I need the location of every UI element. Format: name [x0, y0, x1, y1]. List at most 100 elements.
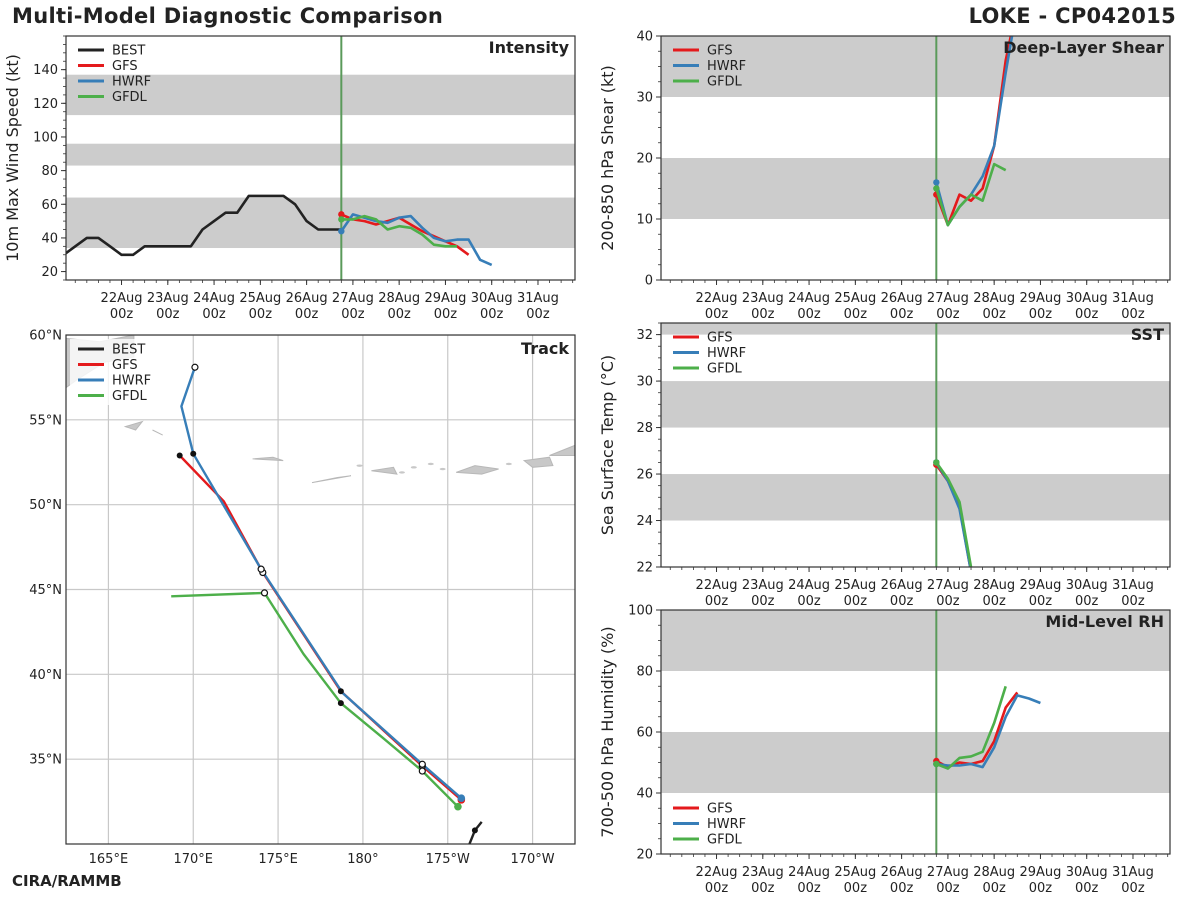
x-tick-label-hour: 00z: [202, 307, 226, 322]
page-title: Multi-Model Diagnostic Comparison: [12, 4, 444, 28]
lat-tick-label: 35°N: [29, 753, 62, 768]
land-area: [456, 465, 499, 475]
legend-label-gfs: GFS: [707, 331, 733, 346]
island: [398, 471, 405, 474]
track-marker-open: [260, 589, 269, 597]
x-tick-label-day: 31Aug: [517, 291, 559, 306]
x-tick-label-day: 30Aug: [1066, 865, 1108, 880]
x-tick-label-day: 24Aug: [788, 578, 830, 593]
island: [505, 462, 512, 466]
y-tick-label: 28: [636, 421, 653, 436]
lon-tick-label: 175°E: [258, 852, 298, 867]
series-line-gfdl: [935, 685, 1007, 770]
panel-title-rh: Mid-Level RH: [1045, 612, 1164, 631]
shade-band: [661, 323, 1170, 335]
x-tick-label-day: 31Aug: [1112, 291, 1154, 306]
x-tick-label-hour: 00z: [434, 307, 458, 322]
track-marker-filled: [337, 688, 344, 695]
plot-area-intensity: [66, 36, 575, 280]
plot-area-shear: [661, 36, 1170, 280]
x-tick-label-hour: 00z: [480, 307, 504, 322]
x-tick-label-hour: 00z: [890, 881, 914, 896]
land-area: [311, 475, 352, 484]
legend-label-gfs: GFS: [112, 59, 138, 74]
init-point-hwrf: [933, 179, 940, 186]
plot-area-sst: [661, 323, 1170, 567]
x-tick-label-hour: 00z: [341, 307, 365, 322]
track-marker-open: [418, 760, 426, 768]
x-tick-label-hour: 00z: [1029, 881, 1053, 896]
panel-sst: 22242628303222Aug00z23Aug00z24Aug00z25Au…: [598, 322, 1171, 609]
x-tick-label-day: 30Aug: [471, 291, 513, 306]
x-tick-label-hour: 00z: [890, 594, 914, 609]
y-tick-label: 60: [41, 198, 58, 213]
x-tick-label-hour: 00z: [1075, 881, 1099, 896]
init-point-gfdl: [933, 760, 940, 768]
legend-label-hwrf: HWRF: [112, 75, 151, 90]
x-tick-label-day: 22Aug: [696, 865, 738, 880]
y-tick-label: 80: [636, 665, 653, 680]
x-tick-label-day: 31Aug: [1112, 865, 1154, 880]
shade-band: [661, 36, 1170, 97]
track-marker-open: [191, 363, 199, 371]
x-tick-label-day: 23Aug: [742, 578, 784, 593]
series-line-gfdl: [935, 461, 973, 567]
x-tick-label-day: 24Aug: [788, 865, 830, 880]
land-area: [371, 466, 398, 475]
x-tick-label-hour: 00z: [295, 307, 319, 322]
x-tick-label-day: 28Aug: [378, 291, 420, 306]
y-tick-label: 20: [636, 152, 653, 167]
series-line-gfdl: [341, 214, 457, 248]
panel-intensity: 2040608010012014022Aug00z23Aug00z24Aug00…: [3, 35, 576, 322]
plot-frame: [660, 322, 1171, 568]
legend-label-hwrf: HWRF: [707, 346, 746, 361]
shade-band: [661, 474, 1170, 521]
y-tick-label: 22: [636, 561, 653, 576]
x-tick-label-day: 29Aug: [424, 291, 466, 306]
shade-band: [661, 732, 1170, 793]
lon-tick-label: 170°W: [510, 852, 554, 867]
series-line-hwrf: [340, 213, 493, 267]
legend-label-gfs: GFS: [112, 358, 138, 373]
x-tick-label-day: 23Aug: [742, 865, 784, 880]
lat-tick-label: 55°N: [29, 413, 62, 428]
x-tick-label-hour: 00z: [797, 881, 821, 896]
y-tick-label: 32: [636, 328, 653, 343]
x-tick-label-hour: 00z: [156, 307, 180, 322]
x-tick-label-day: 23Aug: [147, 291, 189, 306]
x-tick-label-hour: 00z: [1075, 594, 1099, 609]
x-tick-label-hour: 00z: [890, 307, 914, 322]
x-tick-label-hour: 00z: [936, 307, 960, 322]
legend-label-gfdl: GFDL: [707, 833, 743, 848]
legend-label-hwrf: HWRF: [707, 59, 746, 74]
init-point-gfdl: [338, 216, 345, 223]
x-tick-label-day: 25Aug: [834, 865, 876, 880]
x-tick-label-hour: 00z: [1029, 594, 1053, 609]
x-tick-label-hour: 00z: [249, 307, 273, 322]
track-line-hwrf: [180, 366, 463, 800]
y-tick-label: 0: [645, 274, 653, 289]
x-tick-label-hour: 00z: [982, 307, 1006, 322]
x-tick-label-day: 27Aug: [332, 291, 374, 306]
x-tick-label-hour: 00z: [1029, 307, 1053, 322]
lon-tick-label: 170°E: [173, 852, 213, 867]
track-start-gfdl: [454, 802, 462, 811]
x-tick-label-hour: 00z: [1121, 307, 1145, 322]
y-tick-label: 80: [41, 164, 58, 179]
shade-band: [66, 143, 575, 166]
shade-band: [661, 381, 1170, 428]
x-tick-label-hour: 00z: [1075, 307, 1099, 322]
x-tick-label-day: 25Aug: [239, 291, 281, 306]
y-tick-label: 30: [636, 91, 653, 106]
shade-band: [66, 197, 575, 249]
y-axis-label-intensity: 10m Max Wind Speed (kt): [3, 54, 22, 262]
x-tick-label-day: 29Aug: [1019, 291, 1061, 306]
land-area: [549, 444, 575, 456]
y-tick-label: 26: [636, 468, 653, 483]
y-axis-label-sst: Sea Surface Temp (°C): [598, 355, 617, 535]
lat-tick-label: 45°N: [29, 583, 62, 598]
x-tick-label-hour: 00z: [936, 594, 960, 609]
y-tick-label: 60: [636, 726, 653, 741]
plot-frame: [65, 35, 576, 281]
